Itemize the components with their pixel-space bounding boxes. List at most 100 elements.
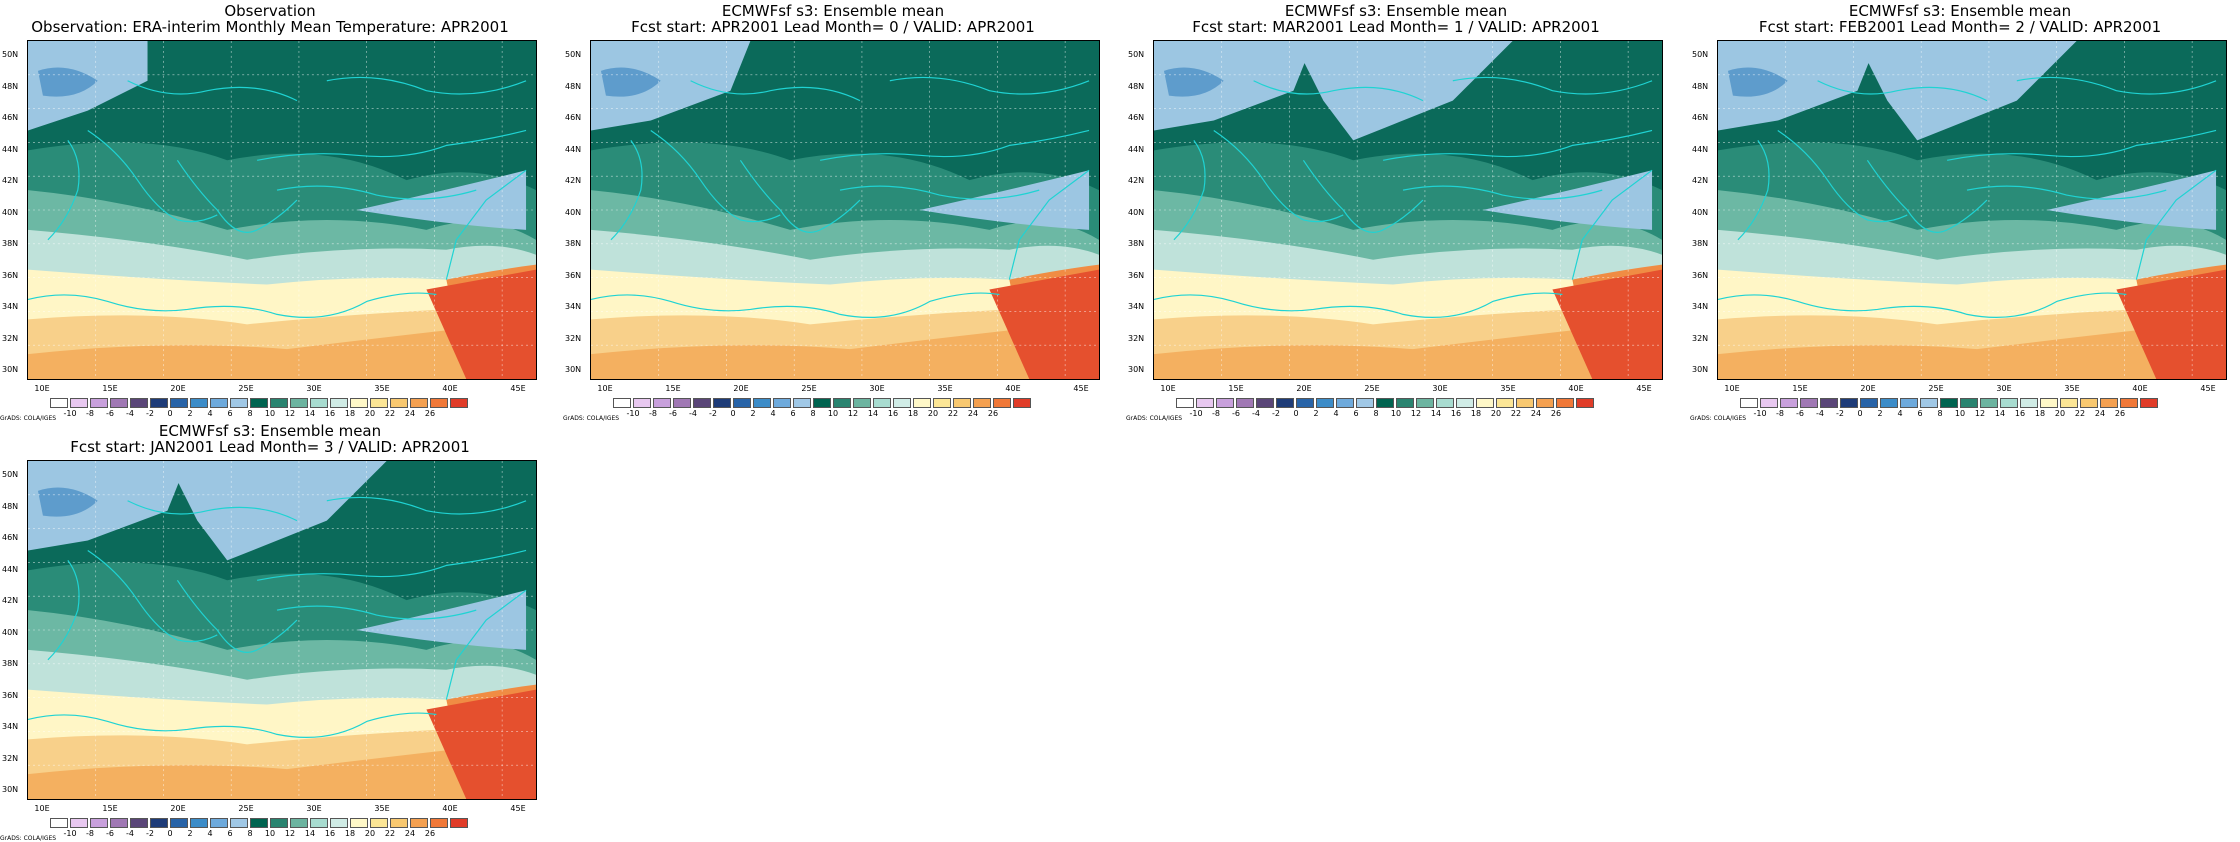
colorbar-label: -10 <box>1189 409 1203 418</box>
colorbar-label: 6 <box>227 409 233 418</box>
colorbar-swatch <box>450 398 468 408</box>
map-panel: ECMWFsf s3: Ensemble mean Fcst start: MAR… <box>1126 0 1666 422</box>
colorbar-label: -2 <box>146 829 154 838</box>
lat-tick-label: 46N <box>565 113 582 122</box>
colorbar-label: 18 <box>344 409 356 418</box>
lon-tick-label: 10E <box>1724 384 1740 393</box>
colorbar-swatch <box>953 398 971 408</box>
colorbar-label: 12 <box>1410 409 1422 418</box>
colorbar-label: -4 <box>126 829 134 838</box>
colorbar-label: 24 <box>404 829 416 838</box>
colorbar-swatch <box>1013 398 1031 408</box>
colorbar-label: 6 <box>790 409 796 418</box>
lat-tick-label: 30N <box>1128 365 1145 374</box>
colorbar-swatch <box>853 398 871 408</box>
lon-tick-label: 35E <box>374 384 390 393</box>
lat-tick-label: 50N <box>565 50 582 59</box>
colorbar-swatch <box>893 398 911 408</box>
colorbar-label: 22 <box>1510 409 1522 418</box>
lon-tick-label: 40E <box>1568 384 1584 393</box>
lat-tick-label: 40N <box>565 207 582 217</box>
colorbar-swatch <box>50 818 68 828</box>
lat-tick-label: 30N <box>2 785 19 794</box>
panel-subtitle: Observation: ERA-interim Monthly Mean Te… <box>31 18 509 36</box>
colorbar-label: -10 <box>63 829 77 838</box>
lat-tick-label: 32N <box>565 333 582 343</box>
colorbar-swatch <box>613 398 631 408</box>
panel-title: ECMWFsf s3: Ensemble mean <box>1848 2 2072 20</box>
colorbar-swatch <box>693 398 711 408</box>
panel-subtitle: Fcst start: FEB2001 Lead Month= 2 / VALI… <box>1758 18 2162 36</box>
panel-subtitle: Fcst start: MAR2001 Lead Month= 1 / VALI… <box>1192 18 1600 36</box>
colorbar-swatch <box>1336 398 1354 408</box>
panel-title: ECMWFsf s3: Ensemble mean <box>158 422 382 440</box>
map-canvas <box>28 41 536 379</box>
lon-tick-label: 35E <box>374 804 390 813</box>
colorbar-swatch <box>873 398 891 408</box>
lat-tick-label: 36N <box>2 690 19 700</box>
colorbar-swatch <box>2140 398 2158 408</box>
lat-tick-label: 42N <box>565 176 582 185</box>
colorbar-swatch <box>90 818 108 828</box>
colorbar-label: -10 <box>626 409 640 418</box>
lon-tick-label: 40E <box>442 804 458 813</box>
lat-tick-label: 46N <box>2 533 19 542</box>
colorbar-label: 12 <box>1974 409 1986 418</box>
lat-tick-label: 46N <box>2 113 19 122</box>
lat-tick-label: 42N <box>1692 176 1709 185</box>
lat-tick-label: 48N <box>1128 81 1145 91</box>
lat-tick-label: 30N <box>1692 365 1709 374</box>
colorbar-swatch <box>933 398 951 408</box>
colorbar-label: 0 <box>730 409 736 418</box>
colorbar-swatch <box>330 818 348 828</box>
colorbar-swatch <box>1256 398 1274 408</box>
colorbar-swatch <box>1576 398 1594 408</box>
colorbar-swatch <box>70 818 88 828</box>
lon-tick-label: 20E <box>733 384 749 393</box>
lat-tick-label: 30N <box>2 365 19 374</box>
colorbar-label: 16 <box>1450 409 1462 418</box>
credit-text: GrADS: COLA/IGES <box>1126 415 1183 422</box>
lon-tick-label: 20E <box>1296 384 1312 393</box>
colorbar-swatch <box>230 398 248 408</box>
colorbar-label: 14 <box>1430 409 1442 418</box>
lon-tick-label: 30E <box>869 384 885 393</box>
colorbar-swatch <box>390 818 408 828</box>
colorbar-label: -6 <box>1796 409 1804 418</box>
lon-tick-label: 20E <box>1860 384 1876 393</box>
lat-tick-label: 48N <box>2 81 19 91</box>
colorbar-label: 18 <box>907 409 919 418</box>
lon-tick-label: 30E <box>1996 384 2012 393</box>
colorbar-label: 0 <box>167 829 173 838</box>
lat-tick-label: 50N <box>1692 50 1709 59</box>
colorbar-swatch <box>1276 398 1294 408</box>
panel-title: ECMWFsf s3: Ensemble mean <box>721 2 945 20</box>
lat-tick-label: 36N <box>2 270 19 280</box>
colorbar-swatch <box>673 398 691 408</box>
colorbar-label: 8 <box>247 409 253 418</box>
colorbar-label: 20 <box>364 409 376 418</box>
colorbar-label: 24 <box>1530 409 1542 418</box>
temperature-map <box>27 40 537 380</box>
lat-tick-label: 46N <box>1692 113 1709 122</box>
colorbar-label: 20 <box>364 829 376 838</box>
colorbar-swatch <box>1396 398 1414 408</box>
colorbar-label: -8 <box>1776 409 1784 418</box>
colorbar-label: -6 <box>1232 409 1240 418</box>
colorbar-swatch <box>2100 398 2118 408</box>
colorbar-label: 22 <box>384 409 396 418</box>
colorbar-label: 22 <box>384 829 396 838</box>
colorbar-swatch <box>993 398 1011 408</box>
colorbar-swatch <box>2060 398 2078 408</box>
map-canvas <box>28 461 536 799</box>
colorbar-label: -6 <box>106 409 114 418</box>
lat-tick-label: 40N <box>2 207 19 217</box>
colorbar-label: 4 <box>770 409 776 418</box>
colorbar-label: -4 <box>1252 409 1260 418</box>
colorbar-swatch <box>2020 398 2038 408</box>
colorbar-label: 10 <box>1390 409 1402 418</box>
lon-tick-label: 25E <box>1364 384 1380 393</box>
lat-tick-label: 48N <box>1692 81 1709 91</box>
colorbar-swatch <box>913 398 931 408</box>
lon-tick-label: 25E <box>1928 384 1944 393</box>
